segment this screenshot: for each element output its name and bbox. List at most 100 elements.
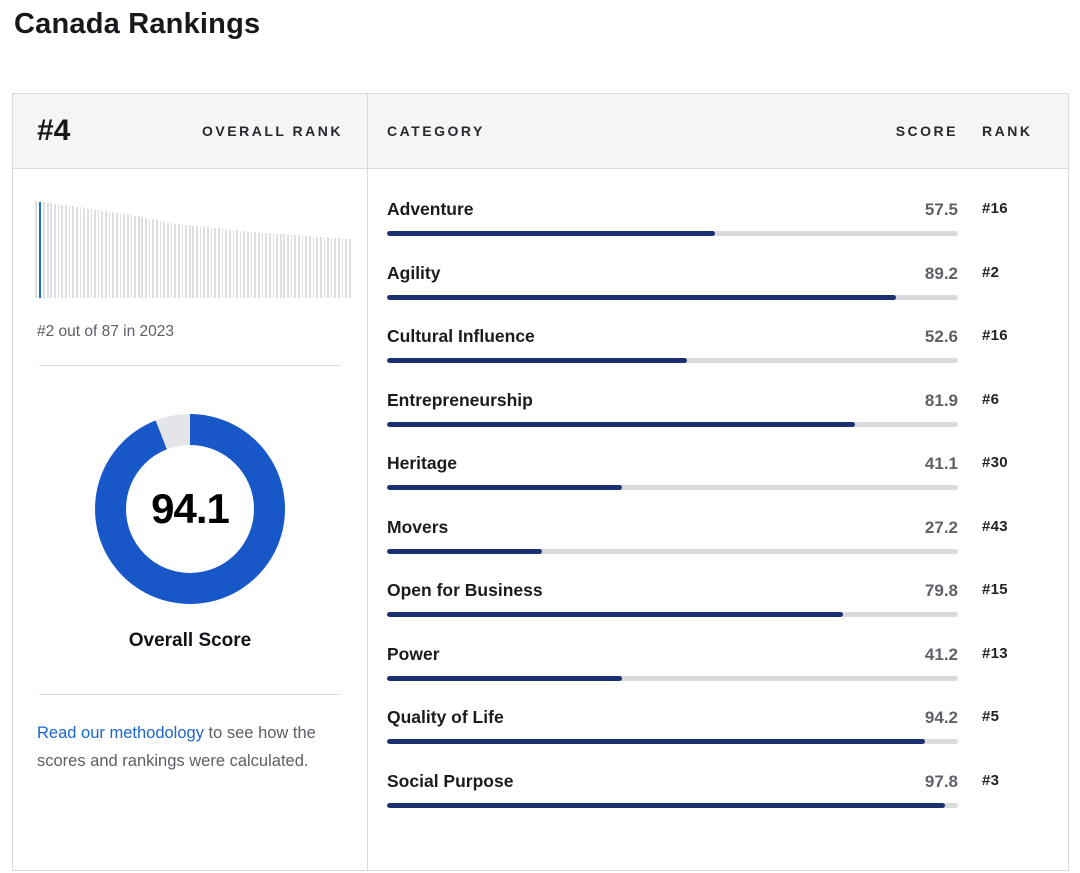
category-name: Open for Business: [387, 580, 543, 600]
spark-bar: [61, 204, 64, 298]
overall-rank-value: #4: [37, 114, 71, 147]
spark-bar: [57, 204, 60, 298]
category-name: Quality of Life: [387, 707, 504, 727]
spark-bar: [254, 232, 257, 298]
table-row: Movers 27.2 #43: [387, 517, 1046, 581]
spark-bar: [265, 233, 267, 298]
methodology-link[interactable]: Read our methodology: [37, 724, 204, 742]
spark-bar: [79, 207, 82, 298]
spark-bar: [308, 236, 311, 298]
category-score: 81.9: [924, 390, 958, 410]
spark-bar: [312, 236, 315, 298]
table-row: Social Purpose 97.8 #3: [387, 771, 1046, 835]
category-name: Heritage: [387, 453, 458, 473]
category-name: Power: [387, 643, 440, 664]
spark-bar: [290, 234, 293, 298]
spark-bar: [341, 238, 344, 298]
spark-bar: [287, 234, 289, 298]
table-row: Open for Business 79.8 #15: [387, 580, 1046, 644]
spark-bar: [166, 222, 169, 298]
spark-bar: [101, 210, 104, 298]
category-rank: #3: [982, 771, 1000, 789]
spark-bar: [97, 210, 100, 298]
spark-bar: [43, 202, 45, 298]
spark-bar: [159, 221, 162, 298]
score-bar-fill: [387, 294, 897, 300]
spark-bar: [298, 235, 300, 298]
category-name: Entrepreneurship: [387, 389, 533, 410]
spark-bar: [272, 233, 275, 298]
score-bar-track: [387, 358, 958, 363]
methodology-rest: to see how the scores and rankings were …: [37, 724, 316, 770]
score-bar-track: [387, 485, 958, 490]
spark-bar: [35, 201, 37, 298]
spark-bar: [75, 206, 78, 298]
category-table-header: CATEGORY SCORE RANK: [368, 94, 1068, 169]
spark-bar: [199, 226, 202, 298]
score-bar-track: [387, 294, 958, 300]
spark-bar: [72, 206, 74, 298]
overall-rank-label: OVERALL RANK: [202, 123, 343, 139]
spark-bar: [261, 232, 264, 298]
spark-bar: [126, 214, 129, 298]
spark-bar: [294, 235, 297, 298]
category-score: 94.2: [924, 708, 958, 727]
spark-bar: [279, 234, 282, 298]
spark-bar: [46, 202, 49, 298]
donut-hole: 94.1: [126, 445, 254, 573]
category-score: 41.1: [924, 454, 958, 473]
score-bar-fill: [387, 802, 946, 808]
divider: [39, 694, 341, 695]
spark-bar: [323, 237, 326, 298]
category-score: 79.8: [924, 581, 958, 600]
spark-bar: [283, 234, 286, 298]
score-bar-track: [387, 612, 958, 617]
category-rank: #6: [982, 390, 1000, 408]
spark-bar: [327, 237, 329, 298]
score-bar-fill: [387, 358, 688, 363]
category-rank: #13: [982, 644, 1008, 662]
spark-bar: [156, 220, 158, 298]
spark-bar: [65, 205, 67, 298]
category-score: 27.2: [924, 517, 958, 537]
score-bar-fill: [387, 675, 623, 681]
spark-bar: [276, 233, 278, 298]
spark-bar: [338, 238, 340, 298]
spark-bar: [134, 215, 136, 298]
category-rank: #2: [982, 263, 1000, 281]
methodology-text: Read our methodology to see how the scor…: [37, 720, 343, 775]
column-header-category: CATEGORY: [387, 123, 485, 139]
spark-bar: [94, 209, 96, 298]
spark-bar: [116, 212, 118, 298]
table-row: Adventure 57.5 #16: [387, 199, 1046, 263]
spark-bar: [250, 232, 253, 298]
spark-bar: [185, 224, 187, 298]
spark-bar: [225, 229, 227, 298]
rank-history-chart: [35, 201, 351, 298]
category-name: Adventure: [387, 199, 474, 219]
spark-bar: [141, 216, 144, 298]
score-bar-track: [387, 548, 958, 554]
column-header-score: SCORE: [895, 123, 958, 139]
table-row: Quality of Life 94.2 #5: [387, 707, 1046, 771]
category-score: 57.5: [924, 200, 958, 219]
category-name: Social Purpose: [387, 770, 514, 791]
overall-score-label: Overall Score: [128, 630, 252, 651]
table-row: Entrepreneurship 81.9 #6: [387, 390, 1046, 454]
score-bar-fill: [387, 612, 843, 617]
category-score: 41.2: [924, 644, 958, 664]
category-rank: #15: [982, 581, 1008, 598]
page-title: Canada Rankings: [14, 8, 261, 40]
spark-bar: [54, 203, 56, 298]
spark-bar: [130, 214, 133, 298]
score-bar-fill: [387, 421, 855, 427]
table-row: Cultural Influence 52.6 #16: [387, 326, 1046, 390]
spark-bar: [345, 238, 348, 298]
spark-bar: [243, 231, 246, 298]
spark-bar-highlight: [38, 201, 42, 298]
spark-bar: [203, 226, 206, 298]
table-row: Power 41.2 #13: [387, 644, 1046, 708]
category-table-body: Adventure 57.5 #16 Agility 89.2 #2 Cultu…: [368, 169, 1068, 834]
overall-rank-panel: #4 OVERALL RANK #2 out of 87 in 2023 94.…: [13, 94, 368, 870]
category-panel: CATEGORY SCORE RANK Adventure 57.5 #16 A…: [368, 94, 1068, 870]
